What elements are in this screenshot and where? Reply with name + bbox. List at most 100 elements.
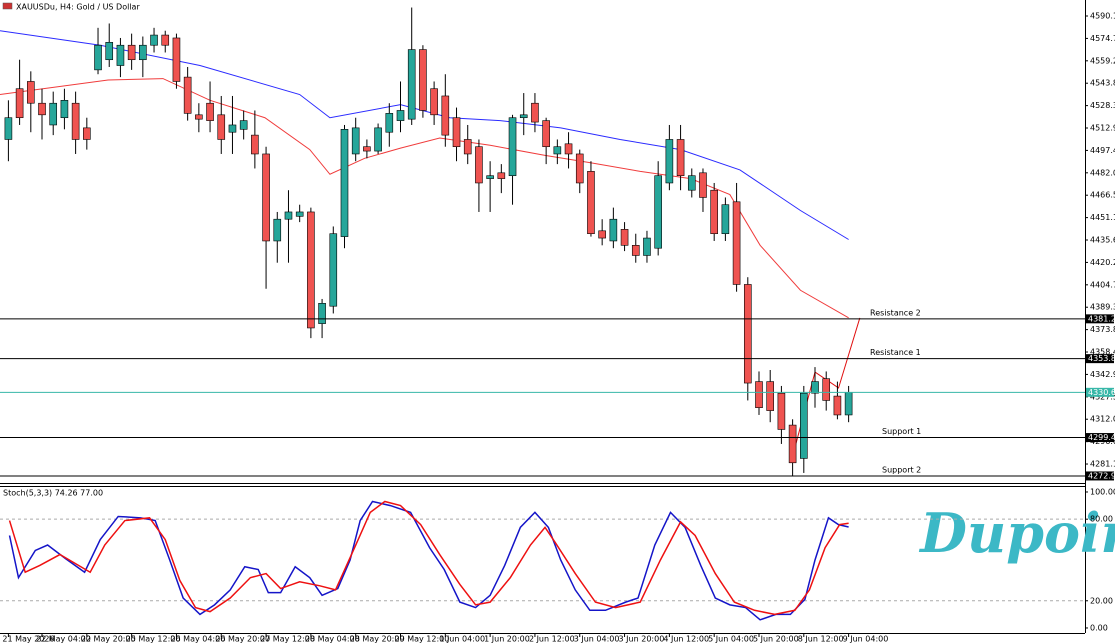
price-tag (1086, 471, 1114, 481)
x-tick-label: 28 May 20:00 (350, 635, 405, 644)
x-tick-label: 2 Jun 12:00 (529, 635, 575, 644)
y-tick-label: 4497.45 (1090, 146, 1115, 155)
x-tick-label: 28 May 04:00 (305, 635, 360, 644)
y-tick-label: 4466.55 (1090, 191, 1115, 200)
candle-body (833, 395, 842, 416)
y-tick-label: 0.00 (1090, 623, 1108, 632)
candle-body (486, 175, 494, 179)
candle-body (172, 37, 181, 82)
x-tick-label: 26 May 04:00 (170, 635, 225, 644)
price-tag-label: 4353.83 (1088, 354, 1115, 363)
price-tag-label: 4381.29 (1088, 314, 1115, 323)
candle-body (116, 44, 125, 66)
price-tag (1086, 354, 1114, 364)
candle-body (508, 117, 517, 177)
y-tick-label: 4559.25 (1090, 56, 1115, 65)
watermark-logo: Dupoin (918, 501, 1115, 565)
candle-body (844, 392, 853, 416)
candle-body (374, 127, 382, 152)
y-tick-label: 80.00 (1090, 515, 1113, 524)
candle-body (105, 42, 114, 61)
indicator-title: Stoch(5,3,3) 74.26 77.00 (3, 489, 103, 498)
candle-body (721, 204, 730, 235)
stochastic-line (8, 500, 849, 616)
candle-body (687, 175, 696, 191)
candle-body (307, 211, 315, 329)
candle-body (262, 153, 270, 242)
candle-body (553, 146, 562, 155)
candle-body (542, 120, 550, 148)
y-tick-label: 4543.80 (1090, 79, 1115, 88)
candle-body (273, 218, 282, 242)
y-tick-label: 4404.75 (1090, 280, 1115, 289)
y-tick-label: 4342.95 (1090, 370, 1115, 379)
candle-body (643, 237, 651, 256)
y-tick-label: 20.00 (1090, 596, 1113, 605)
x-tick-label: 25 May 12:00 (126, 635, 181, 644)
y-tick-label: 4373.85 (1090, 325, 1115, 334)
x-tick-label: 22 May 20:00 (81, 635, 136, 644)
candle-body (295, 211, 304, 217)
candle-body (139, 44, 147, 61)
candle-body (519, 114, 528, 119)
price-tag (1086, 433, 1114, 443)
candle-body (654, 175, 662, 249)
x-tick-label: 21 May 2026 (2, 635, 54, 644)
symbol-icon (2, 2, 13, 10)
level-name: Resistance 2 (870, 308, 921, 317)
candle-body (49, 102, 58, 126)
x-tick-label: 1 Jun 20:00 (484, 635, 530, 644)
candle-body (385, 113, 394, 133)
candle-body (575, 153, 584, 184)
candle-body (788, 424, 797, 464)
candle-body (351, 127, 360, 155)
x-tick-label: 5 Jun 20:00 (753, 635, 799, 644)
price-tag-label: 4272.92 (1088, 471, 1115, 480)
level-name: Support 2 (882, 465, 921, 474)
candle-body (60, 100, 69, 119)
candle-body (441, 95, 450, 136)
candle-body (4, 117, 13, 140)
candle-body (766, 381, 774, 411)
price-tag-label: 4299.41 (1088, 433, 1115, 442)
x-tick-label: 27 May 12:00 (260, 635, 315, 644)
candle-body (15, 88, 24, 119)
candle-body (475, 146, 483, 184)
candle-body (161, 34, 170, 46)
y-tick-label: 4358.40 (1090, 348, 1115, 357)
candle-body (228, 124, 237, 133)
x-tick-label: 26 May 20:00 (215, 635, 270, 644)
y-tick-label: 4451.10 (1090, 213, 1115, 222)
level-name: Support 1 (882, 427, 921, 436)
candle-body (822, 378, 831, 401)
candle-body (452, 117, 461, 148)
candle-body (27, 81, 35, 104)
candle-body (631, 245, 640, 256)
candle-body (363, 146, 371, 152)
x-tick-label: 8 Jun 12:00 (798, 635, 844, 644)
candle-body (419, 49, 427, 111)
candle-body (127, 44, 136, 61)
x-tick-label: 3 Jun 04:00 (574, 635, 620, 644)
candle-body (609, 218, 618, 242)
candle-body (71, 102, 80, 140)
candle-body (676, 139, 685, 177)
candle-body (430, 88, 438, 116)
indicator-line (0, 30, 849, 240)
y-tick-label: 4435.65 (1090, 236, 1115, 245)
x-tick-label: 9 Jun 04:00 (843, 635, 889, 644)
y-tick-label: 4590.15 (1090, 12, 1115, 21)
candle-body (587, 171, 595, 235)
y-tick-label: 4281.15 (1090, 460, 1115, 469)
candle-body (531, 102, 539, 123)
y-tick-label: 4528.35 (1090, 101, 1115, 110)
candle-body (463, 139, 472, 155)
candle-body (94, 44, 102, 71)
candle-body (150, 34, 158, 46)
candle-body (396, 110, 405, 121)
candle-body (318, 303, 326, 324)
candle-body (620, 229, 629, 246)
candle-body (743, 284, 752, 384)
x-tick-label: 22 May 04:00 (36, 635, 91, 644)
